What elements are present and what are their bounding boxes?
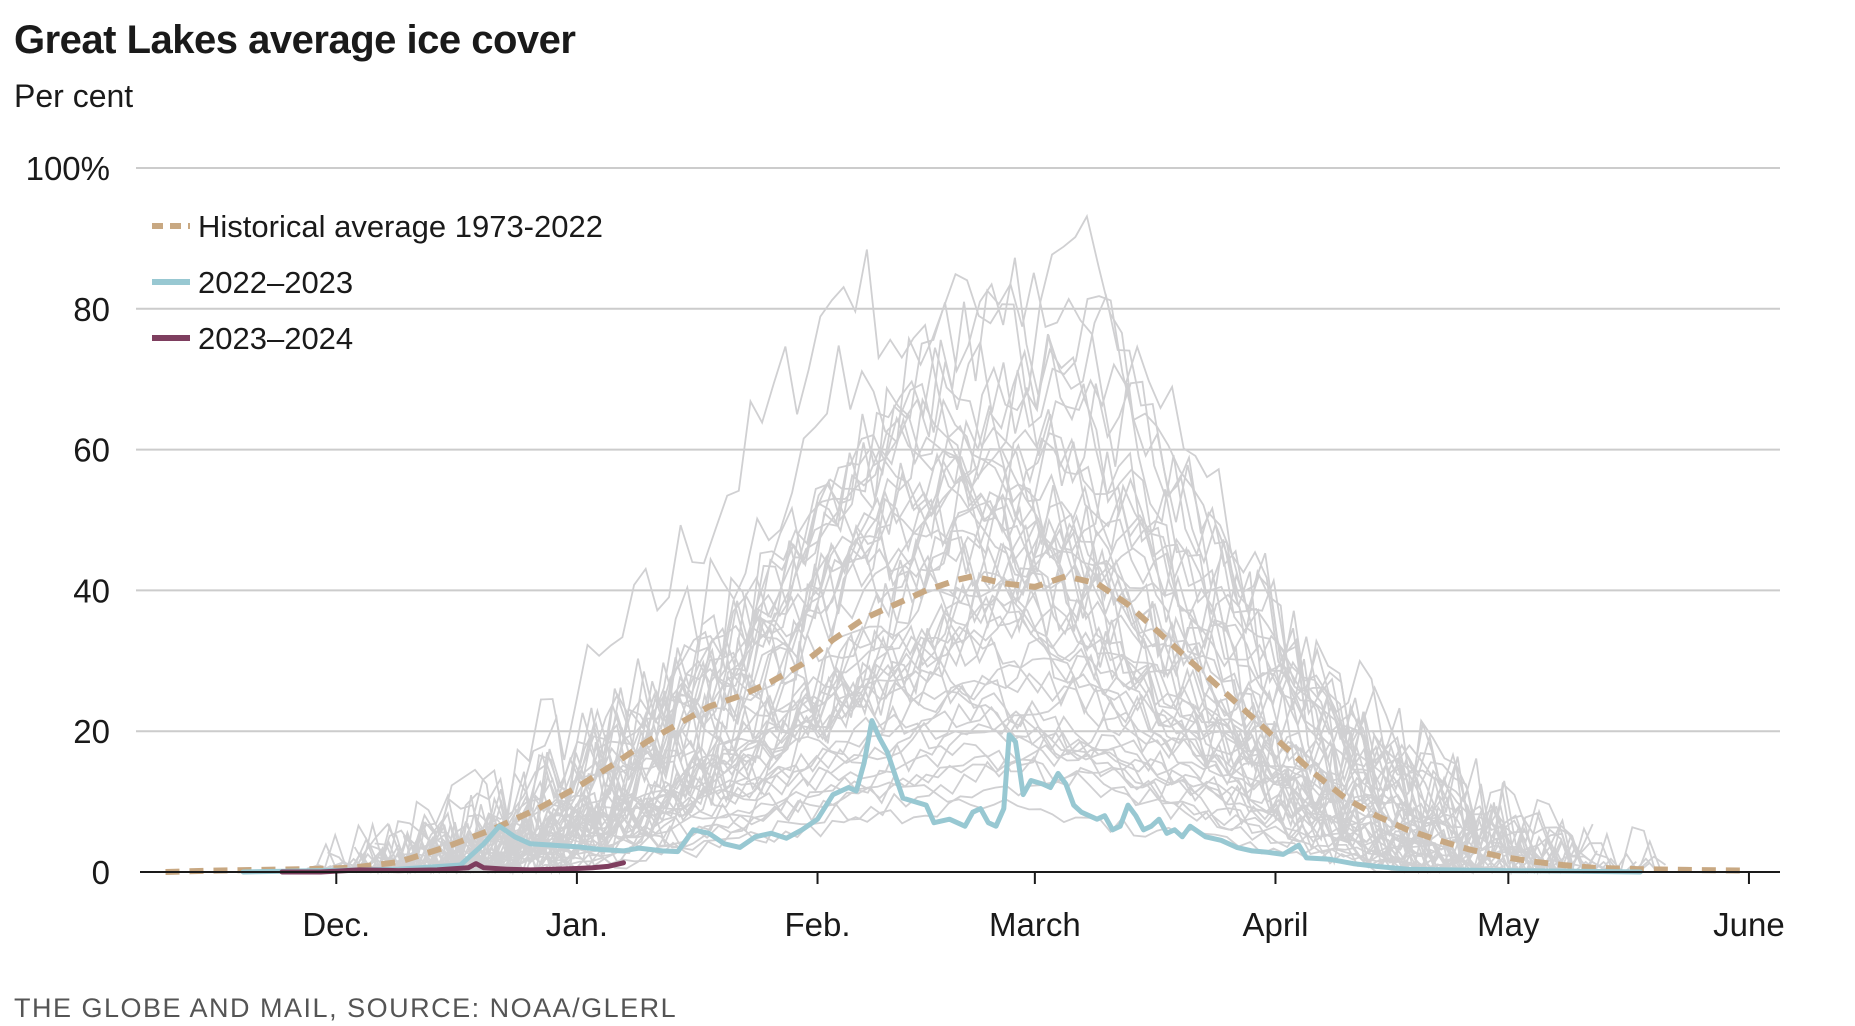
x-tick-label: Dec. — [302, 906, 370, 943]
historical-season-line — [442, 272, 1596, 876]
y-tick-label: 40 — [73, 572, 110, 609]
y-tick-label: 0 — [92, 854, 110, 891]
historical-season-line — [352, 347, 1565, 874]
x-tick-label: April — [1242, 906, 1308, 943]
legend-label: 2023–2024 — [198, 321, 353, 356]
historical-season-line — [322, 272, 1594, 876]
highlighted-series — [165, 573, 1750, 875]
historical-season-line — [442, 673, 1667, 874]
legend-label: Historical average 1973-2022 — [198, 209, 603, 244]
historical-season-line — [454, 409, 1631, 876]
historical-season-line — [397, 484, 1598, 875]
chart-subtitle: Per cent — [14, 78, 134, 114]
series-line-2023-2024 — [279, 860, 626, 875]
x-tick-label: May — [1477, 906, 1540, 943]
y-tick-label: 20 — [73, 713, 110, 750]
axes: 0 20 40 60 80 100% Dec. Jan. Feb. March April May Ju… — [26, 150, 1785, 943]
historical-season-line — [443, 257, 1412, 873]
historical-season-line — [339, 705, 1458, 874]
x-tick-label: March — [989, 906, 1081, 943]
y-tick-label: 60 — [73, 432, 110, 469]
historical-season-line — [343, 758, 1474, 874]
historical-season-line — [383, 452, 1561, 873]
historical-season-line — [452, 543, 1467, 875]
historical-season-line — [345, 535, 1674, 875]
historical-season-line — [407, 345, 1597, 875]
historical-season-line — [376, 625, 1554, 873]
series-line-historical-average-1973-2022 — [165, 573, 1750, 875]
x-tick-label: Jan. — [546, 906, 608, 943]
historical-season-lines — [306, 213, 1674, 876]
chart-title: Great Lakes average ice cover — [14, 18, 576, 62]
x-tick-label: Feb. — [785, 906, 851, 943]
source-credit: THE GLOBE AND MAIL, SOURCE: NOAA/GLERL — [14, 993, 678, 1023]
historical-season-line — [414, 645, 1476, 873]
legend-label: 2022–2023 — [198, 265, 353, 300]
ice-cover-chart: 0 20 40 60 80 100% Dec. Jan. Feb. March April May Ju… — [26, 150, 1785, 943]
y-tick-label: 80 — [73, 291, 110, 328]
series-line-2022-2023 — [240, 718, 1643, 875]
legend: Historical average 1973-2022 2022–2023 202… — [152, 209, 603, 356]
historical-season-line — [365, 780, 1519, 874]
historical-season-line — [414, 641, 1499, 874]
x-tick-label: June — [1713, 906, 1785, 943]
historical-season-line — [348, 293, 1480, 874]
y-tick-label: 100% — [26, 150, 110, 187]
